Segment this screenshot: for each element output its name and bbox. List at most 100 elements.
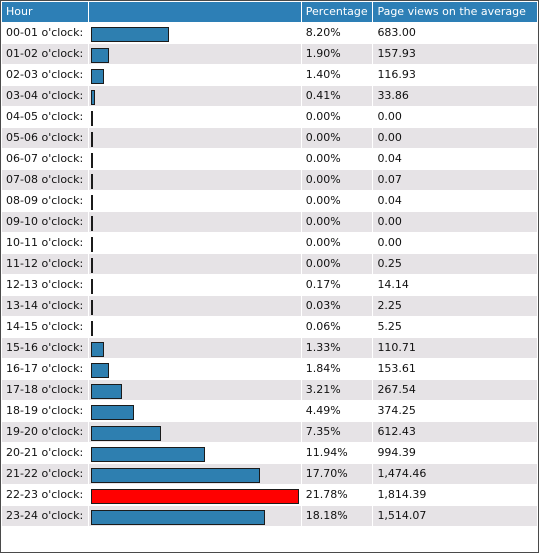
percentage-bar [90,47,109,63]
average-cell: 374.25 [373,401,537,421]
bar-cell [88,443,301,463]
column-header-average: Page views on the average [373,2,537,22]
hourly-page-views-table: Hour Percentage Page views on the averag… [1,1,538,527]
percentage-bar [90,467,260,483]
percentage-bar [90,173,93,189]
hour-cell: 15-16 o'clock: [2,338,88,358]
average-cell: 0.00 [373,107,537,127]
hour-cell: 16-17 o'clock: [2,359,88,379]
hour-cell: 06-07 o'clock: [2,149,88,169]
bar-cell [88,422,301,442]
table-row: 13-14 o'clock: 0.03% 2.25 [2,296,537,316]
table-row: 16-17 o'clock: 1.84% 153.61 [2,359,537,379]
bar-cell [88,107,301,127]
bar-cell [88,191,301,211]
hour-cell: 03-04 o'clock: [2,86,88,106]
bar-cell [88,254,301,274]
average-cell: 0.00 [373,212,537,232]
hour-cell: 12-13 o'clock: [2,275,88,295]
table-row: 19-20 o'clock: 7.35% 612.43 [2,422,537,442]
bar-cell [88,380,301,400]
average-cell: 0.04 [373,149,537,169]
average-cell: 116.93 [373,65,537,85]
bar-cell [88,212,301,232]
average-cell: 267.54 [373,380,537,400]
table-row: 08-09 o'clock: 0.00% 0.04 [2,191,537,211]
table-row: 07-08 o'clock: 0.00% 0.07 [2,170,537,190]
hour-cell: 23-24 o'clock: [2,506,88,526]
hour-cell: 00-01 o'clock: [2,23,88,43]
hour-cell: 04-05 o'clock: [2,107,88,127]
average-cell: 994.39 [373,443,537,463]
percentage-cell: 1.33% [301,338,373,358]
percentage-bar [90,215,93,231]
percentage-cell: 0.00% [301,212,373,232]
hour-cell: 19-20 o'clock: [2,422,88,442]
percentage-bar [90,110,93,126]
bar-cell [88,464,301,484]
table-row: 06-07 o'clock: 0.00% 0.04 [2,149,537,169]
hour-cell: 01-02 o'clock: [2,44,88,64]
table-row: 18-19 o'clock: 4.49% 374.25 [2,401,537,421]
hour-cell: 13-14 o'clock: [2,296,88,316]
average-cell: 153.61 [373,359,537,379]
percentage-bar [90,383,122,399]
percentage-bar [90,152,93,168]
percentage-bar [90,68,104,84]
bar-cell [88,128,301,148]
percentage-bar [90,26,169,42]
average-cell: 1,514.07 [373,506,537,526]
bar-cell [88,65,301,85]
table-row: 09-10 o'clock: 0.00% 0.00 [2,212,537,232]
hour-cell: 07-08 o'clock: [2,170,88,190]
bar-cell [88,86,301,106]
table-row: 02-03 o'clock: 1.40% 116.93 [2,65,537,85]
bar-cell [88,359,301,379]
table-row: 12-13 o'clock: 0.17% 14.14 [2,275,537,295]
table-row: 14-15 o'clock: 0.06% 5.25 [2,317,537,337]
percentage-bar [90,404,134,420]
hour-cell: 14-15 o'clock: [2,317,88,337]
hour-cell: 02-03 o'clock: [2,65,88,85]
table-body: 00-01 o'clock: 8.20% 683.00 01-02 o'clock: 1… [2,23,537,526]
bar-cell [88,296,301,316]
percentage-cell: 0.00% [301,107,373,127]
table-row: 01-02 o'clock: 1.90% 157.93 [2,44,537,64]
percentage-cell: 0.17% [301,275,373,295]
table-row: 17-18 o'clock: 3.21% 267.54 [2,380,537,400]
bar-cell [88,233,301,253]
hour-cell: 09-10 o'clock: [2,212,88,232]
percentage-cell: 0.00% [301,170,373,190]
hour-cell: 18-19 o'clock: [2,401,88,421]
table-row: 22-23 o'clock: 21.78% 1,814.39 [2,485,537,505]
average-cell: 0.00 [373,128,537,148]
percentage-cell: 1.90% [301,44,373,64]
table-row: 04-05 o'clock: 0.00% 0.00 [2,107,537,127]
average-cell: 0.04 [373,191,537,211]
percentage-bar [90,194,93,210]
percentage-bar [90,509,265,525]
percentage-cell: 0.06% [301,317,373,337]
percentage-bar [90,320,93,336]
bar-cell [88,317,301,337]
bar-cell [88,338,301,358]
percentage-cell: 3.21% [301,380,373,400]
hour-cell: 17-18 o'clock: [2,380,88,400]
table-row: 20-21 o'clock: 11.94% 994.39 [2,443,537,463]
percentage-cell: 0.00% [301,149,373,169]
percentage-bar [90,257,93,273]
percentage-cell: 0.03% [301,296,373,316]
percentage-bar [90,89,95,105]
average-cell: 157.93 [373,44,537,64]
table-row: 03-04 o'clock: 0.41% 33.86 [2,86,537,106]
hour-cell: 10-11 o'clock: [2,233,88,253]
percentage-cell: 0.00% [301,128,373,148]
average-cell: 110.71 [373,338,537,358]
percentage-bar [90,362,109,378]
percentage-bar [90,131,93,147]
percentage-cell: 0.00% [301,254,373,274]
hour-cell: 20-21 o'clock: [2,443,88,463]
percentage-cell: 7.35% [301,422,373,442]
average-cell: 1,814.39 [373,485,537,505]
column-header-hour: Hour [2,2,88,22]
